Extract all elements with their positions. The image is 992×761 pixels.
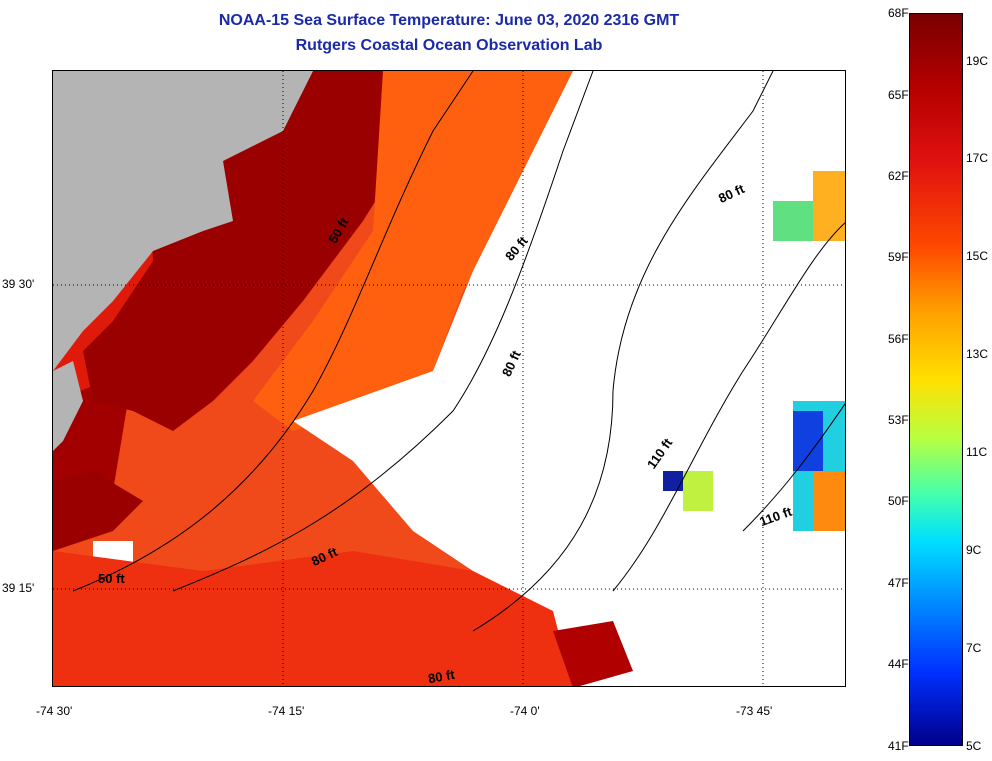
contour-label: 50 ft xyxy=(98,571,125,586)
colorbar-f-label: 47F xyxy=(888,576,909,590)
sst-map: 50 ft 80 ft 80 ft 80 ft 110 ft 110 ft 50… xyxy=(52,70,846,687)
temperature-colorbar xyxy=(909,13,963,746)
graticule xyxy=(53,71,845,686)
colorbar-c-label: 7C xyxy=(966,641,982,655)
colorbar-f-label: 44F xyxy=(888,657,909,671)
map-subtitle: Rutgers Coastal Ocean Observation Lab xyxy=(295,37,603,54)
colorbar-c-label: 13C xyxy=(966,347,989,361)
lon-tick-label: -74 0' xyxy=(510,704,540,718)
lon-tick-label: -74 15' xyxy=(268,704,305,718)
orange-zone xyxy=(253,71,573,431)
colorbar-f-label: 62F xyxy=(888,169,909,183)
cool-patch-north xyxy=(813,171,845,241)
sst-map-graphic xyxy=(53,71,845,686)
warm-patch xyxy=(813,471,845,531)
colorbar-f-label: 65F xyxy=(888,88,909,102)
colorbar-c-label: 9C xyxy=(966,543,982,557)
colorbar-f-label: 59F xyxy=(888,250,909,264)
colorbar-f-label: 53F xyxy=(888,413,909,427)
contour-50ft xyxy=(72,71,474,592)
lon-tick-label: -73 45' xyxy=(736,704,773,718)
southern-dark-patch xyxy=(553,621,633,686)
colorbar-f-label: 41F xyxy=(888,739,909,753)
colorbar-c-label: 15C xyxy=(966,249,989,263)
colorbar-c-label: 11C xyxy=(966,445,988,459)
colorbar-c-label: 19C xyxy=(966,54,989,68)
map-title: NOAA-15 Sea Surface Temperature: June 03… xyxy=(218,12,680,29)
colorbar-f-label: 50F xyxy=(888,494,909,508)
yellow-patch xyxy=(683,471,713,511)
colorbar-c-label: 17C xyxy=(966,151,989,165)
contour-110ft-east xyxy=(742,403,845,532)
southern-warm-water xyxy=(53,551,573,686)
colorbar-c-label: 5C xyxy=(966,739,982,753)
teal-patch xyxy=(773,201,813,241)
no-data-area xyxy=(293,71,845,686)
land xyxy=(53,71,313,371)
land-south xyxy=(53,361,83,451)
contour-80ft-east xyxy=(472,71,774,632)
colorbar-f-label: 68F xyxy=(888,6,909,20)
lat-tick-label: 39 30' xyxy=(2,277,35,291)
dark-red-south xyxy=(53,471,143,551)
contour-110ft xyxy=(612,222,845,592)
lon-tick-label: -74 30' xyxy=(36,704,73,718)
contour-80ft xyxy=(172,71,594,592)
lat-tick-label: 39 15' xyxy=(2,581,35,595)
colorbar-f-label: 56F xyxy=(888,332,909,346)
cold-patch-deep xyxy=(793,411,823,471)
